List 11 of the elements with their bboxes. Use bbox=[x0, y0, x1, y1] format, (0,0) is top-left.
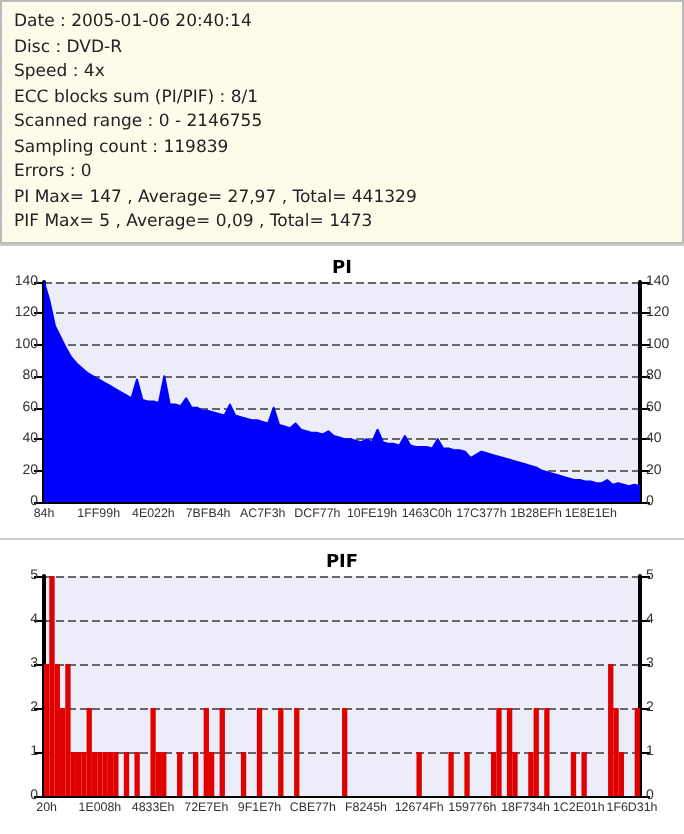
text: PIF Max= 5 , Average= 0,09 , Total= 1473 bbox=[14, 210, 375, 235]
text: Speed : 4x bbox=[14, 60, 107, 85]
text: Errors : 0 bbox=[14, 160, 94, 185]
text: Sampling count : 119839 bbox=[14, 135, 231, 160]
text: PI Max= 147 , Average= 27,97 , Total= 441329 bbox=[14, 185, 419, 210]
chart-title: PI bbox=[332, 259, 352, 279]
text: Date : 2005-01-06 20:40:14 bbox=[14, 10, 254, 35]
text: Scanned range : 0 - 2146755 bbox=[14, 110, 265, 135]
chart-title: PIF bbox=[325, 553, 359, 573]
text: ECC blocks sum (PI/PIF) : 8/1 bbox=[14, 85, 261, 110]
text: Disc : DVD-R bbox=[14, 35, 125, 60]
